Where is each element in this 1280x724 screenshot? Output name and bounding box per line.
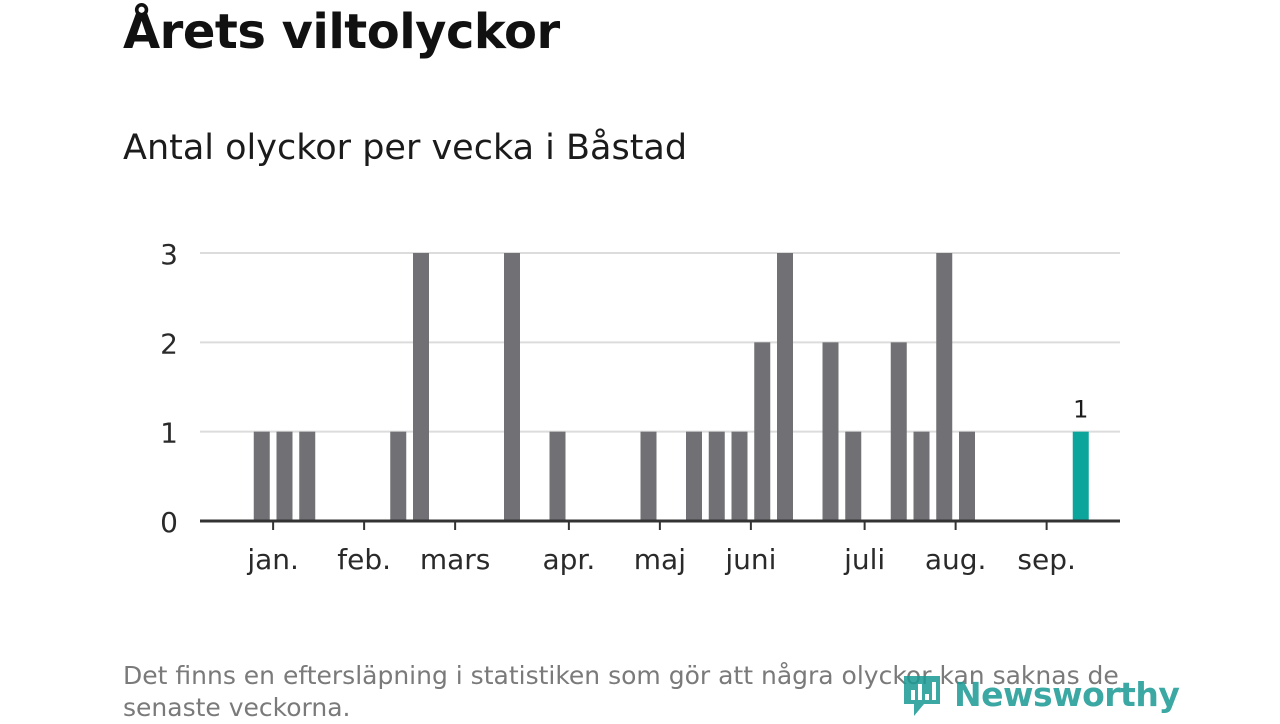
- bar: [845, 431, 862, 521]
- bar: [299, 431, 316, 521]
- x-tick-label: juli: [843, 543, 885, 576]
- bar: [708, 431, 725, 521]
- bar: [253, 431, 270, 521]
- footnote: Det finns en eftersläpning i statistiken…: [123, 661, 1119, 722]
- bar: [686, 431, 702, 521]
- y-tick-label: 2: [160, 327, 178, 360]
- newsworthy-logo: Newsworthy: [900, 668, 1180, 720]
- bar-chart: 0 1 2 3 jan. feb. mars apr. maj juni juli aug. sep.…: [160, 238, 1120, 576]
- data-label-latest: 1: [1073, 396, 1088, 424]
- bar: [549, 431, 566, 521]
- x-tick-label: maj: [634, 543, 686, 576]
- bar-latest-week: [1072, 431, 1089, 521]
- x-tick-label: sep.: [1017, 543, 1076, 576]
- bar: [731, 431, 748, 521]
- bar: [959, 431, 975, 521]
- grid-lines: [200, 252, 1120, 433]
- bar: [276, 431, 293, 521]
- bar: [936, 253, 953, 521]
- x-tick-label: feb.: [337, 543, 391, 576]
- chart-title: Årets viltolyckor: [123, 4, 560, 60]
- x-tick-label: juni: [724, 543, 776, 576]
- bar: [390, 431, 407, 521]
- bar: [913, 431, 930, 521]
- bar: [504, 253, 520, 521]
- bar: [890, 342, 907, 521]
- bar: [777, 253, 793, 521]
- newsworthy-logo-text: Newsworthy: [954, 674, 1180, 714]
- bar: [413, 253, 429, 521]
- newsworthy-logo-icon: [904, 676, 940, 716]
- y-tick-labels: 0 1 2 3: [160, 238, 178, 539]
- bar: [640, 431, 657, 521]
- bar: [822, 342, 839, 521]
- x-tick-label: apr.: [542, 543, 595, 576]
- x-tick-labels: jan. feb. mars apr. maj juni juli aug. sep.: [246, 543, 1076, 576]
- x-tick-label: aug.: [925, 543, 987, 576]
- bars: [253, 253, 1089, 521]
- x-tick-label: mars: [420, 543, 491, 576]
- y-tick-label: 1: [160, 417, 178, 450]
- x-axis: [200, 519, 1120, 530]
- y-tick-label: 0: [160, 506, 178, 539]
- y-tick-label: 3: [160, 238, 178, 271]
- chart-subtitle: Antal olyckor per vecka i Båstad: [123, 128, 688, 168]
- bar: [754, 342, 771, 521]
- x-tick-label: jan.: [246, 543, 299, 576]
- data-labels: 1: [1073, 396, 1088, 424]
